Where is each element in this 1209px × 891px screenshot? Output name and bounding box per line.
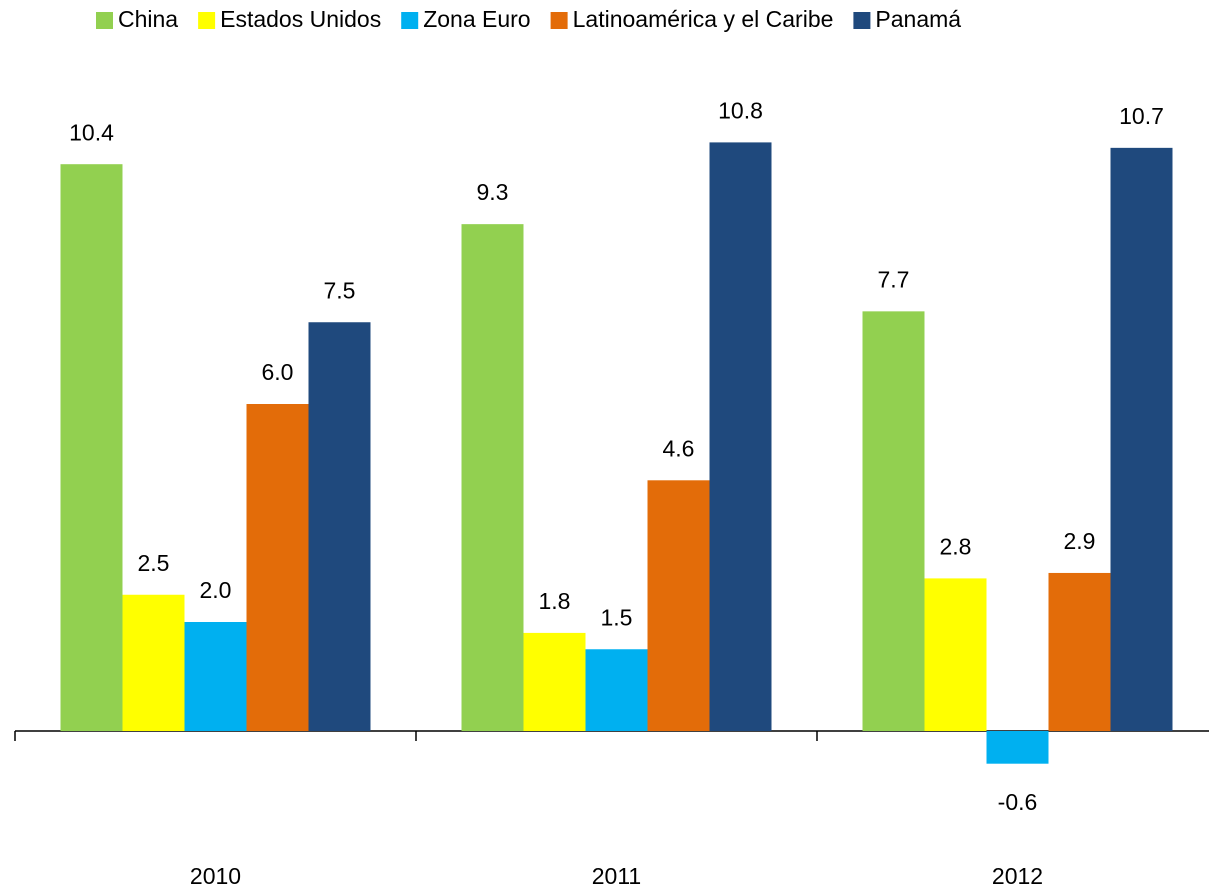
bar	[461, 224, 524, 731]
x-tick-label: 2012	[992, 863, 1043, 889]
legend-label: Estados Unidos	[220, 6, 381, 32]
bar	[184, 622, 247, 731]
bar	[862, 311, 925, 731]
legend-swatch	[96, 12, 113, 29]
data-label: 6.0	[262, 359, 294, 385]
data-label: 2.5	[138, 550, 170, 576]
bar	[308, 322, 371, 731]
legend-label: China	[118, 6, 178, 32]
data-label: 10.4	[69, 119, 114, 145]
bar	[924, 578, 987, 731]
bar	[1048, 572, 1111, 731]
data-label: -0.6	[998, 789, 1038, 815]
data-label: 10.7	[1119, 103, 1164, 129]
x-tick-label: 2010	[190, 863, 241, 889]
bar	[523, 632, 586, 731]
bar	[246, 404, 309, 731]
legend-swatch	[401, 12, 419, 29]
data-label: 2.0	[200, 577, 232, 603]
data-label: 9.3	[477, 179, 509, 205]
data-label: 7.7	[878, 266, 910, 292]
data-label: 7.5	[324, 277, 356, 303]
bar	[1110, 147, 1173, 732]
legend-label: Latinoamérica y el Caribe	[573, 6, 834, 32]
data-label: 4.6	[663, 435, 695, 461]
legend-label: Panamá	[875, 6, 961, 32]
data-label: 10.8	[718, 97, 763, 123]
data-label: 2.9	[1064, 528, 1096, 554]
x-tick-label: 2011	[592, 863, 641, 889]
data-label: 2.8	[940, 533, 972, 559]
bar	[60, 164, 123, 731]
bar	[986, 731, 1049, 764]
data-label: 1.8	[539, 588, 571, 614]
legend-label: Zona Euro	[423, 6, 530, 32]
bar	[647, 480, 710, 731]
data-label: 1.5	[601, 604, 633, 630]
bar	[122, 594, 185, 731]
legend-swatch	[853, 12, 871, 29]
bar	[709, 142, 772, 731]
legend-swatch	[550, 12, 568, 29]
legend-swatch	[198, 12, 216, 29]
bar	[585, 649, 648, 731]
